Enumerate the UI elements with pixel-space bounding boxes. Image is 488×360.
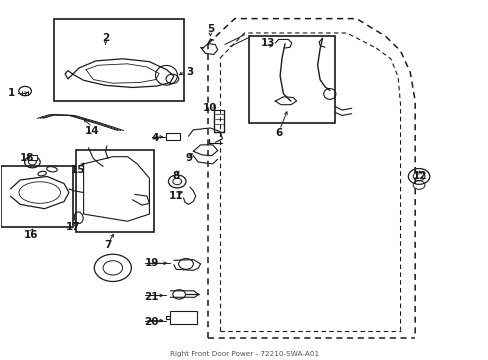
- Text: 17: 17: [65, 222, 80, 232]
- Text: 19: 19: [144, 258, 159, 268]
- Text: 10: 10: [203, 103, 217, 113]
- Text: 11: 11: [169, 191, 183, 201]
- Bar: [0, 166, 73, 226]
- Text: 20: 20: [144, 317, 159, 327]
- Text: 6: 6: [274, 129, 282, 138]
- Text: 7: 7: [104, 240, 111, 250]
- Text: 21: 21: [144, 292, 159, 302]
- Text: Right Front Door Power - 72210-SWA-A01: Right Front Door Power - 72210-SWA-A01: [170, 351, 318, 357]
- Text: 13: 13: [260, 38, 275, 48]
- Text: 12: 12: [412, 171, 427, 181]
- Text: 18: 18: [20, 153, 35, 163]
- Text: 16: 16: [23, 230, 38, 239]
- Bar: [54, 19, 183, 101]
- Bar: [28, 154, 37, 159]
- Text: 15: 15: [70, 165, 85, 175]
- Text: 2: 2: [102, 33, 109, 43]
- Text: 5: 5: [206, 24, 214, 35]
- Text: 9: 9: [185, 153, 193, 163]
- Bar: [76, 149, 154, 232]
- Text: 1: 1: [8, 88, 15, 98]
- Bar: [165, 134, 180, 140]
- Text: 8: 8: [172, 171, 180, 181]
- Text: 14: 14: [85, 126, 100, 135]
- Bar: [249, 36, 334, 123]
- Text: 3: 3: [185, 67, 193, 77]
- Text: 4: 4: [152, 133, 159, 143]
- Bar: [170, 311, 197, 324]
